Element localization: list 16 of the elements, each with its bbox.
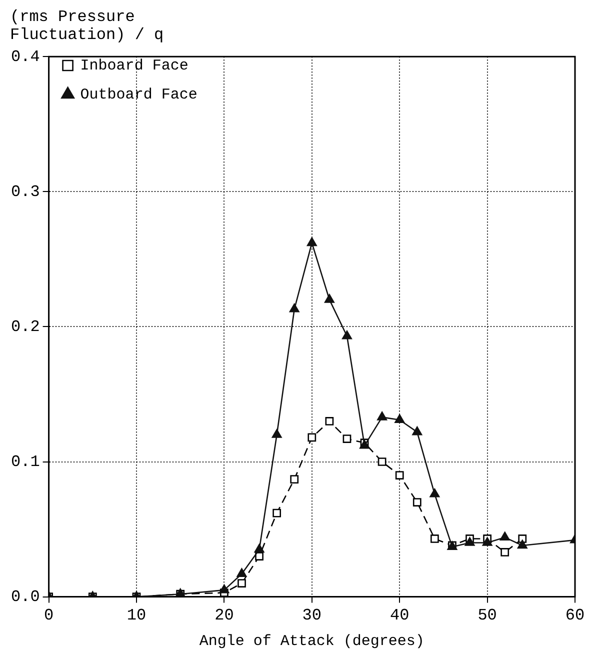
x-tick-label: 20 <box>214 606 234 625</box>
x-tick-label: 10 <box>126 606 146 625</box>
x-tick-label: 30 <box>302 606 322 625</box>
x-tick-label: 0 <box>44 606 54 625</box>
x-tick-label: 60 <box>565 606 585 625</box>
legend-label: Inboard Face <box>80 57 188 74</box>
x-tick-label: 40 <box>390 606 410 625</box>
x-axis-title: Angle of Attack (degrees) <box>199 632 424 650</box>
legend-label: Outboard Face <box>80 86 198 104</box>
y-tick-label: 0.3 <box>10 182 40 201</box>
x-tick-label: 50 <box>478 606 497 625</box>
y-tick-label: 0.0 <box>10 588 40 606</box>
y-tick-label: 0.2 <box>10 318 40 336</box>
y-axis-title: (rms Pressure Fluctuation) / q <box>10 8 165 44</box>
y-tick-label: 0.4 <box>10 48 40 66</box>
y-tick-label: 0.1 <box>10 452 40 471</box>
